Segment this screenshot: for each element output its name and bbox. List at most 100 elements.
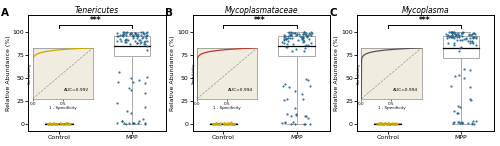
Point <box>123 31 131 33</box>
Point <box>468 120 476 122</box>
Point <box>453 112 461 114</box>
Point <box>122 32 130 35</box>
Point <box>469 42 477 45</box>
Point <box>226 123 234 125</box>
Point <box>129 121 137 124</box>
Point <box>133 42 141 44</box>
Point <box>468 32 476 34</box>
Point <box>302 34 310 36</box>
Bar <box>45 123 72 124</box>
Point <box>462 37 470 39</box>
Point <box>286 34 294 36</box>
Point <box>128 89 136 92</box>
Point <box>292 113 300 115</box>
Point <box>288 36 296 39</box>
Point <box>281 122 289 124</box>
Point <box>291 32 299 34</box>
Point <box>48 123 56 125</box>
Point <box>376 122 384 125</box>
Point <box>128 35 136 38</box>
Point <box>62 122 70 125</box>
Point <box>66 123 74 125</box>
Point <box>226 122 234 124</box>
Point <box>228 121 235 124</box>
Point <box>132 40 140 42</box>
Point <box>115 71 123 73</box>
Point <box>134 33 141 35</box>
Bar <box>442 36 479 58</box>
Point <box>450 31 458 34</box>
Point <box>292 114 300 116</box>
Point <box>48 122 56 125</box>
Point <box>455 120 463 123</box>
Point <box>298 36 306 39</box>
Point <box>304 44 312 46</box>
Point <box>376 123 384 125</box>
Point <box>131 32 139 34</box>
Point <box>136 39 144 41</box>
Point <box>301 47 309 49</box>
Point <box>298 39 306 42</box>
Point <box>282 37 290 39</box>
Point <box>389 123 397 125</box>
Point <box>284 35 292 37</box>
Point <box>300 39 308 42</box>
Point <box>125 87 133 89</box>
Point <box>305 32 313 34</box>
Point <box>126 33 134 35</box>
Point <box>296 34 304 37</box>
Point <box>126 32 134 34</box>
Point <box>288 43 296 45</box>
Point <box>376 122 384 124</box>
Point <box>118 120 126 122</box>
Point <box>137 41 145 43</box>
Point <box>142 32 150 34</box>
Point <box>458 121 466 124</box>
Point <box>44 122 52 125</box>
Point <box>306 31 314 33</box>
Point <box>282 45 290 48</box>
Point <box>300 49 308 52</box>
Point <box>384 123 392 125</box>
Point <box>459 31 467 33</box>
Point <box>125 122 133 124</box>
Point <box>114 32 122 34</box>
Point <box>57 122 65 125</box>
Point <box>66 122 74 125</box>
Point <box>458 32 466 35</box>
Point <box>46 122 54 125</box>
Point <box>44 122 52 125</box>
Point <box>392 122 400 124</box>
Point <box>380 122 388 124</box>
Point <box>141 123 149 125</box>
Point <box>222 123 230 125</box>
Point <box>288 115 296 118</box>
Text: ***: *** <box>254 15 266 25</box>
Point <box>224 123 232 125</box>
Point <box>137 34 145 36</box>
Point <box>122 39 130 41</box>
Point <box>472 37 480 39</box>
Point <box>456 121 464 124</box>
Point <box>450 36 458 39</box>
Point <box>466 69 473 72</box>
Point <box>282 37 290 40</box>
Point <box>134 122 142 124</box>
Point <box>212 122 220 125</box>
Point <box>458 120 466 123</box>
Point <box>212 123 220 125</box>
Point <box>45 123 53 125</box>
Point <box>464 33 472 35</box>
Point <box>122 122 130 125</box>
Point <box>379 123 387 125</box>
Point <box>447 31 455 33</box>
Point <box>308 32 316 34</box>
Point <box>47 123 55 125</box>
Text: A: A <box>1 8 9 18</box>
Point <box>230 123 237 125</box>
Point <box>143 49 151 51</box>
Point <box>377 122 385 125</box>
Point <box>135 39 143 41</box>
Point <box>56 123 64 125</box>
Point <box>472 36 480 38</box>
